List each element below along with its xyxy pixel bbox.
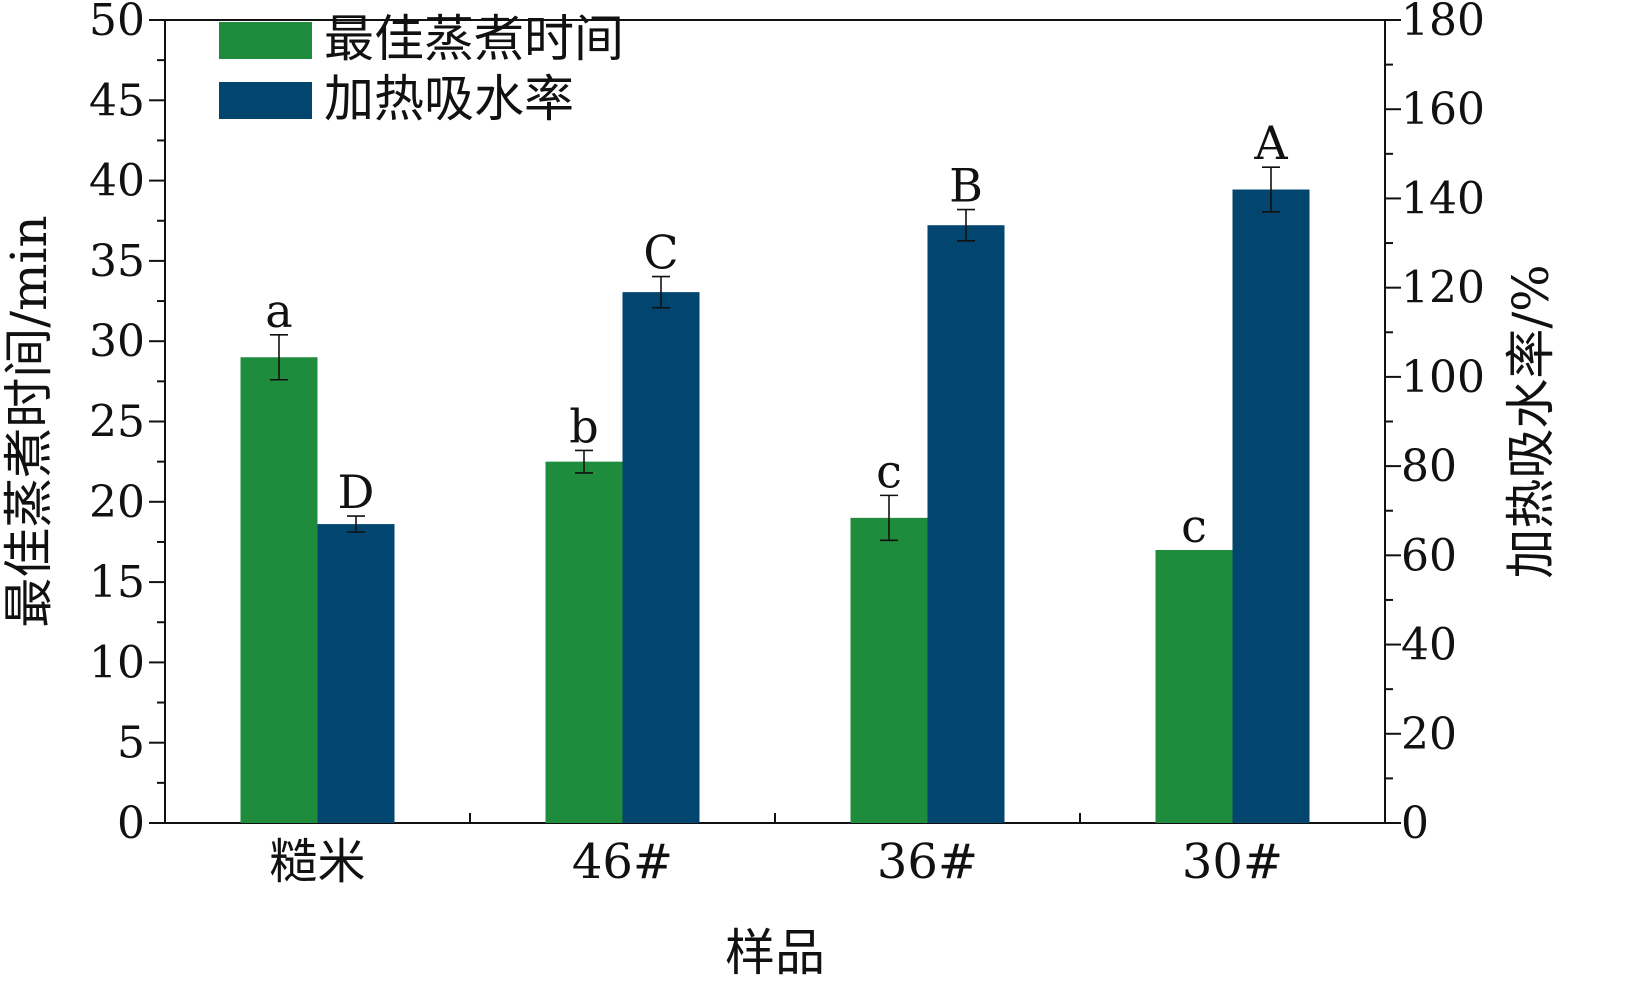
legend-label-cooking-time: 最佳蒸煮时间 [324,10,624,68]
left-tick-label-3: 15 [89,557,145,608]
significance-label-water-absorption-1: C [643,226,678,280]
category-label-1: 46# [572,834,673,890]
left-tick-label-5: 25 [89,397,145,448]
x-axis-title: 样品 [725,924,825,982]
left-tick-label-8: 40 [89,156,145,207]
left-tick-label-9: 45 [89,75,145,126]
bar-cooking-time-item-0 [240,357,318,823]
y2-axis-title: 加热吸水率/% [1502,264,1560,578]
right-tick-label-3: 60 [1401,530,1457,581]
plot-area: 0 5 10 15 20 25 30 35 40 45 50 0 20 40 60 80 100 120 140 1… [89,0,1485,890]
left-tick-label-1: 5 [117,718,145,769]
right-tick-label-1: 20 [1401,709,1457,760]
category-label-0: 糙米 [269,834,365,890]
error-bar-water-absorption-1 [652,275,670,309]
bars: a b c c D C B A [240,116,1310,823]
error-bar-water-absorption-3 [1262,166,1280,213]
significance-label-water-absorption-2: B [949,159,983,213]
error-bar-cooking-time-2 [880,494,898,542]
right-tick-label-7: 140 [1401,173,1485,224]
right-tick-label-9: 180 [1401,0,1485,46]
error-bar-water-absorption-2 [957,208,975,242]
x-axis: 糙米 46# 36# 30# [269,813,1283,890]
error-bar-cooking-time-1 [575,449,593,474]
left-tick-label-7: 35 [89,236,145,287]
right-tick-label-5: 100 [1401,352,1485,403]
significance-label-cooking-time-2: c [876,444,902,498]
significance-label-cooking-time-1: b [569,399,598,453]
right-axis: 0 20 40 60 80 100 120 140 160 180 [1385,0,1485,849]
right-tick-label-4: 80 [1401,441,1457,492]
error-bar-water-absorption-0 [347,515,365,533]
bar-cooking-time-36-2 [850,517,928,823]
significance-label-cooking-time-3: c [1181,499,1207,553]
legend: 最佳蒸煮时间 加热吸水率 [219,10,624,128]
left-tick-label-0: 0 [117,798,145,849]
left-tick-label-10: 50 [89,0,145,46]
y-axis-title: 最佳蒸煮时间/min [0,215,58,627]
right-tick-label-0: 0 [1401,798,1429,849]
significance-label-cooking-time-0: a [265,284,292,338]
left-tick-label-6: 30 [89,316,145,367]
left-tick-label-4: 20 [89,477,145,528]
legend-swatch-water-absorption [219,82,312,119]
bar-cooking-time-46-1 [545,461,623,823]
bar-water-absorption-36-2 [927,225,1005,823]
bar-water-absorption-item-0 [317,524,395,823]
category-label-3: 30# [1182,834,1283,890]
bar-cooking-time-30-3 [1155,549,1233,823]
error-bar-cooking-time-0 [270,333,288,381]
left-axis: 0 5 10 15 20 25 30 35 40 45 50 [89,0,165,849]
bar-water-absorption-30-3 [1232,189,1310,823]
right-tick-label-6: 120 [1401,263,1485,314]
category-label-2: 36# [877,834,978,890]
legend-swatch-cooking-time [219,22,312,59]
right-tick-label-2: 40 [1401,620,1457,671]
bar-water-absorption-46-1 [622,292,700,823]
significance-label-water-absorption-0: D [338,465,375,519]
left-tick-label-2: 10 [89,637,145,688]
significance-label-water-absorption-3: A [1253,116,1288,170]
legend-label-water-absorption: 加热吸水率 [324,70,574,128]
right-tick-label-8: 160 [1401,84,1485,135]
